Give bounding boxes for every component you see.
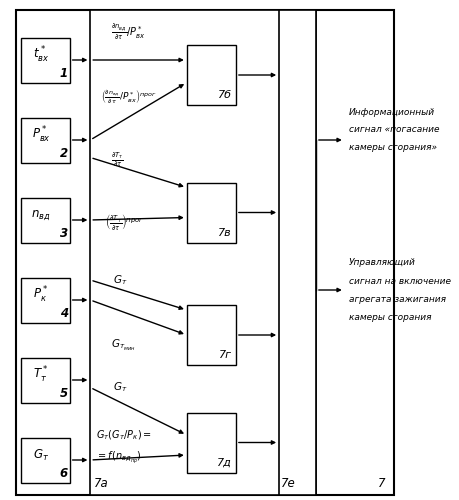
Text: $G_{\mathit{т}}(G_{\mathit{т}}/P_{\mathit{к}})=$: $G_{\mathit{т}}(G_{\mathit{т}}/P_{\mathi… bbox=[96, 428, 152, 442]
Text: 7е: 7е bbox=[281, 477, 296, 490]
FancyBboxPatch shape bbox=[187, 182, 236, 242]
Text: 7а: 7а bbox=[95, 477, 109, 490]
Text: камеры сгорания: камеры сгорания bbox=[349, 313, 431, 322]
FancyBboxPatch shape bbox=[21, 438, 70, 482]
Text: $G_{\mathit{т}_{\mathit{мин}}}$: $G_{\mathit{т}_{\mathit{мин}}}$ bbox=[111, 338, 135, 352]
Text: $G_{\mathit{т}}$: $G_{\mathit{т}}$ bbox=[33, 448, 49, 462]
Text: $G_{\mathit{т}}$: $G_{\mathit{т}}$ bbox=[113, 273, 127, 287]
FancyBboxPatch shape bbox=[17, 10, 394, 495]
Text: 7г: 7г bbox=[219, 350, 232, 360]
Text: $n_{\mathit{вд}}$: $n_{\mathit{вд}}$ bbox=[31, 208, 51, 222]
Text: 6: 6 bbox=[60, 467, 68, 480]
FancyBboxPatch shape bbox=[21, 198, 70, 242]
Text: 1: 1 bbox=[60, 67, 68, 80]
FancyBboxPatch shape bbox=[21, 38, 70, 82]
FancyBboxPatch shape bbox=[187, 412, 236, 472]
Text: 4: 4 bbox=[60, 307, 68, 320]
Text: $G_{\mathit{т}}$: $G_{\mathit{т}}$ bbox=[113, 380, 127, 394]
Text: $P^*_{\mathit{вх}}$: $P^*_{\mathit{вх}}$ bbox=[32, 125, 50, 145]
Text: 3: 3 bbox=[60, 227, 68, 240]
Text: $t^*_{\mathit{вх}}$: $t^*_{\mathit{вх}}$ bbox=[33, 45, 50, 65]
Text: сигнал «погасание: сигнал «погасание bbox=[349, 126, 439, 134]
FancyBboxPatch shape bbox=[21, 118, 70, 162]
Text: Информационный: Информационный bbox=[349, 108, 435, 117]
Text: $P^*_{\mathit{к}}$: $P^*_{\mathit{к}}$ bbox=[34, 285, 49, 305]
FancyBboxPatch shape bbox=[21, 278, 70, 322]
Text: $T^*_{\mathit{т}}$: $T^*_{\mathit{т}}$ bbox=[34, 365, 49, 385]
Text: $=f(n_{\mathit{вд}_{\mathit{пр}}})$: $=f(n_{\mathit{вд}_{\mathit{пр}}})$ bbox=[96, 450, 142, 466]
Text: $\left(\frac{\partial n_{\mathit{вд}}}{\partial\tau}/P^*_{\mathit{вх}}\right)^{\: $\left(\frac{\partial n_{\mathit{вд}}}{\… bbox=[101, 89, 156, 106]
Text: $\frac{\partial T_{\mathit{т}}}{\partial\tau}$: $\frac{\partial T_{\mathit{т}}}{\partial… bbox=[111, 150, 123, 170]
Text: 5: 5 bbox=[60, 387, 68, 400]
Text: 7д: 7д bbox=[217, 458, 232, 468]
FancyBboxPatch shape bbox=[21, 358, 70, 403]
Text: сигнал на включение: сигнал на включение bbox=[349, 276, 451, 285]
FancyBboxPatch shape bbox=[279, 10, 316, 495]
FancyBboxPatch shape bbox=[90, 10, 316, 495]
Text: камеры сгорания»: камеры сгорания» bbox=[349, 143, 437, 152]
FancyBboxPatch shape bbox=[187, 45, 236, 105]
Text: $\left(\frac{\partial T_{\mathit{т}}}{\partial\tau}\right)^{\mathit{прог}}$: $\left(\frac{\partial T_{\mathit{т}}}{\p… bbox=[105, 212, 144, 233]
Text: $\frac{\partial n_{\mathit{вд}}}{\partial\tau}/P^*_{\mathit{вх}}$: $\frac{\partial n_{\mathit{вд}}}{\partia… bbox=[111, 23, 146, 42]
Text: 7: 7 bbox=[378, 477, 386, 490]
Text: 2: 2 bbox=[60, 147, 68, 160]
FancyBboxPatch shape bbox=[187, 305, 236, 365]
Text: агрегата зажигания: агрегата зажигания bbox=[349, 294, 446, 304]
Text: 7б: 7б bbox=[218, 90, 232, 100]
Text: Управляющий: Управляющий bbox=[349, 258, 416, 267]
Text: 7в: 7в bbox=[218, 228, 232, 237]
